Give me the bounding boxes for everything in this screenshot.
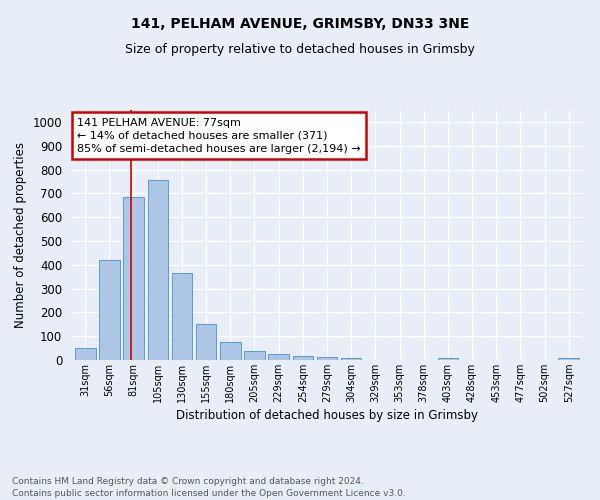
- Bar: [341, 358, 361, 360]
- Bar: [124, 197, 144, 360]
- Text: 141 PELHAM AVENUE: 77sqm
← 14% of detached houses are smaller (371)
85% of semi-: 141 PELHAM AVENUE: 77sqm ← 14% of detach…: [77, 118, 361, 154]
- Bar: [196, 324, 217, 360]
- Y-axis label: Number of detached properties: Number of detached properties: [14, 142, 27, 328]
- Bar: [99, 260, 120, 360]
- Text: Size of property relative to detached houses in Grimsby: Size of property relative to detached ho…: [125, 42, 475, 56]
- X-axis label: Distribution of detached houses by size in Grimsby: Distribution of detached houses by size …: [176, 409, 478, 422]
- Bar: [317, 356, 337, 360]
- Bar: [220, 342, 241, 360]
- Bar: [293, 356, 313, 360]
- Text: Contains HM Land Registry data © Crown copyright and database right 2024.
Contai: Contains HM Land Registry data © Crown c…: [12, 476, 406, 498]
- Bar: [172, 273, 192, 360]
- Text: 141, PELHAM AVENUE, GRIMSBY, DN33 3NE: 141, PELHAM AVENUE, GRIMSBY, DN33 3NE: [131, 18, 469, 32]
- Bar: [244, 351, 265, 360]
- Bar: [75, 348, 95, 360]
- Bar: [268, 354, 289, 360]
- Bar: [559, 358, 579, 360]
- Bar: [148, 180, 168, 360]
- Bar: [437, 358, 458, 360]
